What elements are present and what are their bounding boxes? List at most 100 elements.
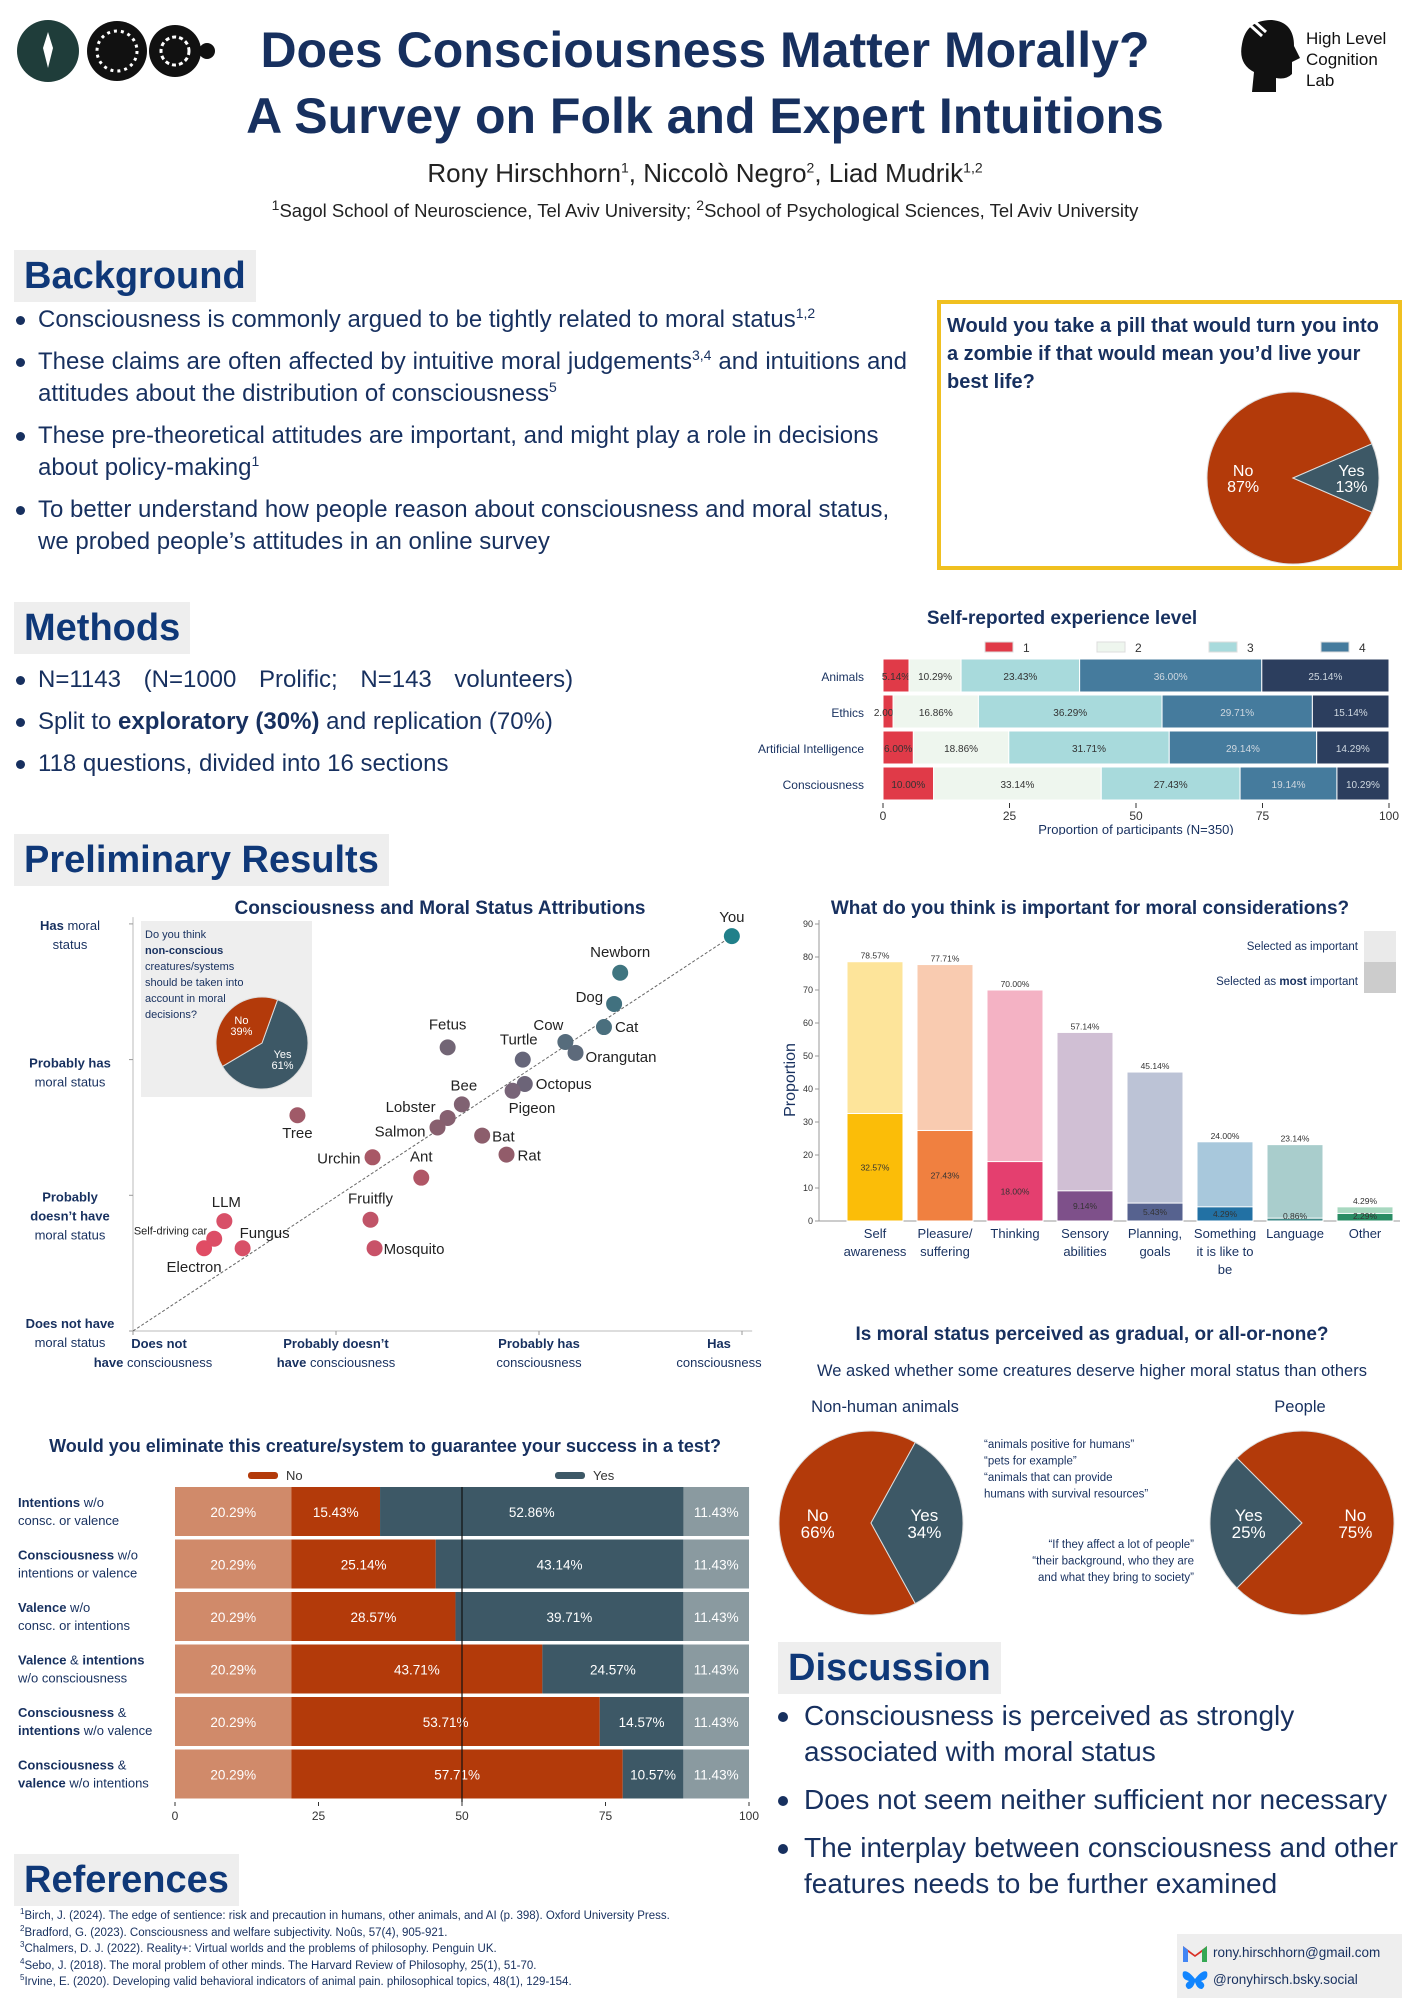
- data-label: 24.57%: [590, 1663, 636, 1678]
- label-part: consciousness: [306, 1355, 395, 1370]
- bar-segment: [1079, 658, 1263, 693]
- data-label: 10.29%: [1346, 780, 1380, 791]
- y-tick-label: 10: [803, 1183, 813, 1193]
- point-label: Fruitfly: [348, 1191, 394, 1208]
- logo-icons: [17, 20, 215, 82]
- email-link[interactable]: rony.hirschhorn@gmail.com: [1213, 1945, 1381, 1960]
- gradual-pie-label: Yes: [1235, 1506, 1263, 1525]
- gmail-icon: [1183, 1945, 1207, 1962]
- data-label: 27.43%: [1154, 780, 1188, 791]
- category-label: it is like to: [1196, 1244, 1253, 1259]
- data-label: 52.86%: [509, 1505, 555, 1520]
- data-label: 15.14%: [1334, 708, 1368, 719]
- bar-segment: [1311, 694, 1390, 729]
- affiliation: School of Psychological Sciences, Tel Av…: [704, 200, 1139, 221]
- tick-label: 100: [1379, 809, 1399, 823]
- row-label: Valence w/o: [18, 1600, 90, 1615]
- lab-name: Lab: [1306, 71, 1335, 90]
- bar-important: [1126, 1071, 1184, 1222]
- point-label: Fetus: [429, 1016, 467, 1033]
- data-label: 10.57%: [630, 1768, 676, 1783]
- label-part: w/o intentions: [66, 1776, 150, 1791]
- label-part: w/o: [66, 1600, 90, 1615]
- legend-swatch: [1208, 641, 1238, 653]
- authors: Rony Hirschhorn1, Niccolò Negro2, Liad M…: [200, 158, 1210, 189]
- legend-label: 3: [1247, 641, 1254, 655]
- data-label: 18.86%: [944, 744, 978, 755]
- data-label: 9.14%: [1073, 1201, 1098, 1211]
- chart-title: Self-reported experience level: [927, 608, 1197, 629]
- y-tick-label: 20: [803, 1150, 813, 1160]
- data-label: 6.00%: [884, 744, 912, 755]
- reference-item: 4Sebo, J. (2018). The moral problem of o…: [20, 1956, 537, 1972]
- y-tick-label: Probably: [42, 1189, 98, 1204]
- bar-segment: [960, 658, 1081, 693]
- y-tick-label: Does not have: [26, 1316, 115, 1331]
- point-bee: [453, 1096, 470, 1113]
- bluesky-butterfly-icon: [1182, 1970, 1208, 1989]
- chart-title: Would you eliminate this creature/system…: [49, 1436, 721, 1456]
- data-label: 32.57%: [861, 1162, 890, 1172]
- point-label: Tree: [282, 1125, 312, 1142]
- label-part: &: [114, 1758, 127, 1773]
- point-label: Cat: [615, 1019, 639, 1036]
- y-tick-label: Probably has: [29, 1056, 111, 1071]
- point-label: Dog: [576, 989, 604, 1006]
- gradual-pie-value: 75%: [1338, 1523, 1372, 1542]
- bar-segment: [291, 1592, 456, 1641]
- point-urchin: [364, 1149, 381, 1166]
- contact-bluesky[interactable]: @ronyhirsch.bsky.social: [1181, 1966, 1398, 1993]
- label-part: Consciousness: [18, 1758, 114, 1773]
- data-label: 20.29%: [210, 1505, 256, 1520]
- moral-considerations-chart: What do you think is important for moral…: [782, 898, 1400, 1277]
- contact-email[interactable]: rony.hirschhorn@gmail.com: [1181, 1939, 1398, 1966]
- y-tick-label: 70: [803, 985, 813, 995]
- methods-bullets: N=1143 (N=1000 Prolific; N=143 volunteer…: [14, 664, 596, 790]
- bar-segment: [683, 1749, 749, 1799]
- reference-item: 2Bradford, G. (2023). Consciousness and …: [20, 1923, 448, 1939]
- y-axis-label: Proportion: [782, 1043, 799, 1117]
- x-tick-label: consciousness: [496, 1355, 582, 1370]
- eliminate-chart: Would you eliminate this creature/system…: [17, 1436, 759, 1823]
- legend-label: Selected as most important: [1216, 976, 1359, 988]
- x-tick-label: consciousness: [676, 1355, 762, 1370]
- label-part: w/o: [80, 1495, 104, 1510]
- gradual-pie-value: 66%: [801, 1523, 835, 1542]
- tick-label: 50: [455, 1809, 469, 1823]
- point-dog: [606, 995, 623, 1012]
- label-part: Has: [40, 918, 64, 933]
- gradual-pie-label: Yes: [910, 1506, 938, 1525]
- data-label: 43.71%: [394, 1663, 440, 1678]
- category-label: Thinking: [990, 1226, 1039, 1241]
- head-silhouette-icon: [1238, 12, 1300, 92]
- discussion-heading: Discussion: [778, 1642, 1001, 1694]
- bar-segment: [1261, 658, 1390, 693]
- pie-title: People: [1274, 1398, 1325, 1416]
- point-self-driving-car: [206, 1230, 223, 1247]
- bar-segment: [291, 1487, 381, 1536]
- zombie-question: Would you take a pill that would turn yo…: [947, 315, 1379, 393]
- data-label: 29.14%: [1226, 744, 1260, 755]
- label-part: Consciousness: [18, 1548, 114, 1563]
- legend-label: No: [286, 1468, 303, 1483]
- x-tick-label: Does not: [131, 1336, 187, 1351]
- zombie-pie-value: 13%: [1335, 479, 1367, 496]
- inset-pie-slice-no: [215, 996, 279, 1068]
- bar-segment: [175, 1592, 292, 1641]
- references-heading: References: [14, 1854, 239, 1906]
- data-label: 28.57%: [351, 1610, 397, 1625]
- data-label: 14.57%: [619, 1715, 665, 1730]
- bluesky-link[interactable]: @ronyhirsch.bsky.social: [1213, 1972, 1358, 1987]
- zombie-pie-slice-yes: [1291, 443, 1380, 513]
- legend-swatch-most: [1364, 962, 1396, 993]
- poster-title-line1: Does Consciousness Matter Morally?: [260, 22, 1150, 78]
- bullet: 118 questions, divided into 16 sections: [14, 748, 596, 780]
- bar-segment: [1168, 730, 1318, 765]
- point-label: Fungus: [240, 1225, 290, 1242]
- bar-segment: [882, 730, 914, 765]
- inset-question: account in moral: [145, 993, 226, 1005]
- y-tick-label: 90: [803, 919, 813, 929]
- data-label: 57.71%: [434, 1768, 480, 1783]
- data-label: 20.29%: [210, 1610, 256, 1625]
- point-ant: [413, 1169, 430, 1186]
